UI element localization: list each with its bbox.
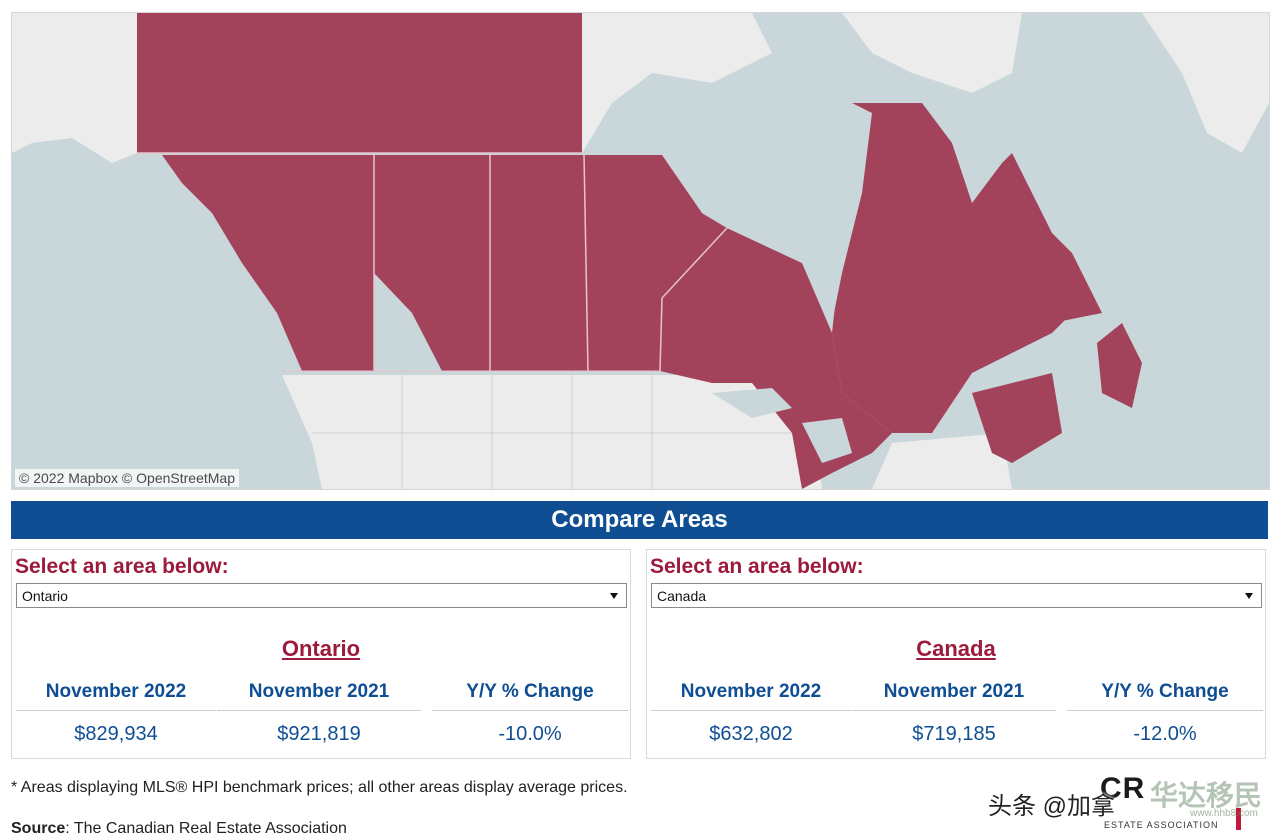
footnote: * Areas displaying MLS® HPI benchmark pr… <box>11 779 628 796</box>
canada-map[interactable] <box>12 13 1269 489</box>
map-view[interactable]: © 2022 Mapbox © OpenStreetMap <box>11 12 1270 490</box>
alaska-land <box>12 13 137 163</box>
province-borders <box>137 152 728 372</box>
divider <box>217 710 421 711</box>
value-yy-change: -10.0% <box>498 723 562 745</box>
value-november-2021: $719,185 <box>912 723 996 745</box>
source-label: Source <box>11 820 66 837</box>
divider <box>432 710 628 711</box>
source-text: : The Canadian Real Estate Association <box>65 820 347 837</box>
header-november-2022: November 2022 <box>45 681 187 702</box>
caret-down-icon[interactable] <box>1245 593 1253 599</box>
watermark-site: www.hhb8.com <box>1190 808 1258 819</box>
value-november-2022: $632,802 <box>709 723 793 745</box>
map-attribution[interactable]: © 2022 Mapbox © OpenStreetMap <box>15 469 239 487</box>
value-november-2021: $921,819 <box>277 723 361 745</box>
header-november-2022: November 2022 <box>680 681 822 702</box>
crea-logo: CR ESTATE ASSOCIATION <box>1096 770 1256 834</box>
area-title-link[interactable]: Canada <box>916 636 996 661</box>
select-area-label: Select an area below: <box>15 555 229 578</box>
alberta <box>374 155 490 371</box>
area-select-dropdown[interactable]: Ontario <box>16 583 627 608</box>
watermark: 头条 @加拿 <box>988 793 1116 820</box>
area-select-dropdown[interactable]: Canada <box>651 583 1262 608</box>
select-area-label: Select an area below: <box>650 555 864 578</box>
caret-down-icon[interactable] <box>610 593 618 599</box>
header-november-2021: November 2021 <box>248 681 390 702</box>
compare-panel-right: Select an area below: Canada Canada Nove… <box>646 549 1266 759</box>
quebec <box>832 103 1082 433</box>
dropdown-value: Ontario <box>22 587 68 604</box>
source-line: Source: The Canadian Real Estate Associa… <box>11 820 347 838</box>
header-november-2021: November 2021 <box>883 681 1025 702</box>
value-yy-change: -12.0% <box>1133 723 1197 745</box>
header-yy-change: Y/Y % Change <box>1101 681 1229 702</box>
arctic-islands-land-2 <box>842 13 1022 93</box>
great-lakes-water <box>712 388 852 463</box>
compare-areas-banner: Compare Areas <box>11 501 1268 539</box>
greenland-land <box>1142 13 1269 153</box>
watermark-brand: 华达移民 <box>1150 780 1263 811</box>
yukon-nwt-nunavut <box>137 13 582 153</box>
newfoundland-island <box>1097 323 1142 408</box>
logo-sub: ESTATE ASSOCIATION <box>1104 820 1219 830</box>
hudson-bay-water <box>672 83 872 323</box>
divider <box>852 710 1056 711</box>
divider <box>1067 710 1263 711</box>
area-title-link[interactable]: Ontario <box>281 636 361 661</box>
dropdown-value: Canada <box>657 587 707 604</box>
logo-mark <box>1236 808 1241 830</box>
value-november-2022: $829,934 <box>74 723 158 745</box>
state-lines <box>312 375 792 489</box>
manitoba <box>584 155 727 371</box>
saskatchewan <box>490 155 588 371</box>
maritimes <box>972 373 1062 463</box>
newfoundland-labrador <box>982 213 1102 323</box>
usa-east-land <box>872 433 1012 489</box>
logo-main: CR <box>1100 772 1146 805</box>
divider <box>651 710 851 711</box>
divider <box>16 710 216 711</box>
compare-panel-left: Select an area below: Ontario Ontario No… <box>11 549 631 759</box>
usa-land <box>282 375 822 489</box>
arctic-islands-land <box>482 13 772 153</box>
british-columbia <box>162 155 374 371</box>
header-yy-change: Y/Y % Change <box>466 681 594 702</box>
